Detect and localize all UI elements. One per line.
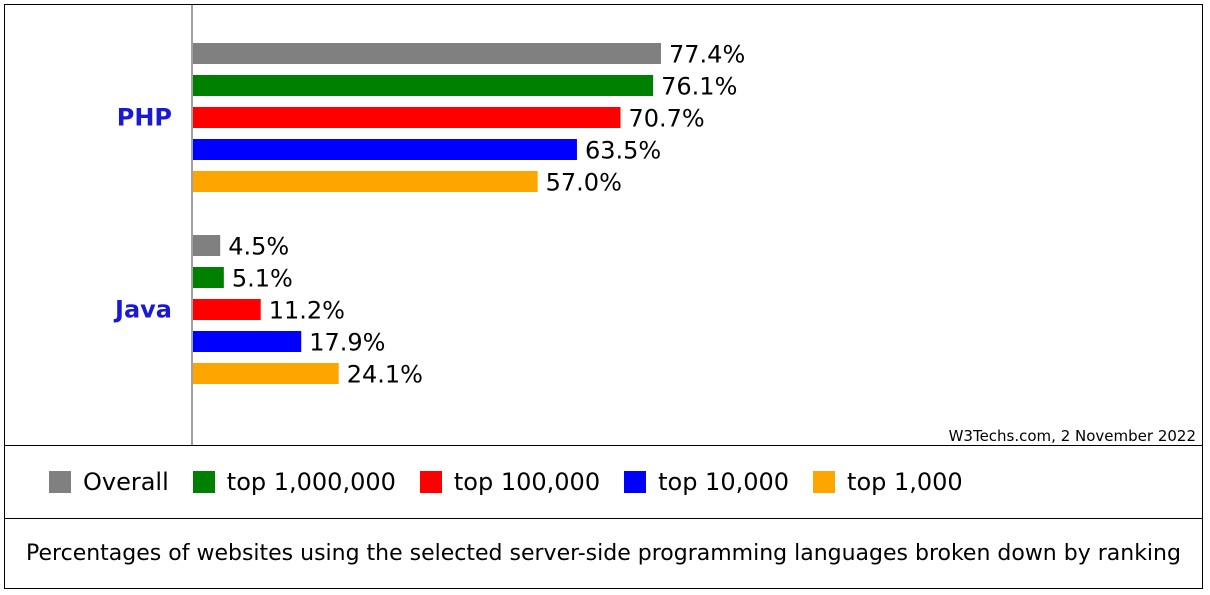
bar-java-1	[193, 267, 224, 288]
chart-frame: PHP 77.4% 76.1% 70.7% 63.5% 57.0% Java 4.5% 5.1%…	[4, 4, 1203, 589]
bar-java-2	[193, 299, 261, 320]
bar-php-3	[193, 139, 577, 160]
bar-chart: PHP 77.4% 76.1% 70.7% 63.5% 57.0% Java 4.5% 5.1%…	[113, 5, 745, 445]
source-note: W3Techs.com, 2 November 2022	[948, 427, 1196, 445]
legend-item-4: top 1,000	[813, 468, 963, 496]
legend-label: top 1,000,000	[226, 468, 396, 496]
data-label-java-3: 17.9%	[309, 329, 385, 357]
legend-item-2: top 100,000	[419, 468, 601, 496]
category-label-php: PHP	[117, 104, 172, 132]
legend-swatch	[419, 471, 442, 493]
data-label-php-0: 77.4%	[669, 41, 745, 69]
bar-java-4	[193, 363, 339, 384]
data-label-java-2: 11.2%	[269, 297, 345, 325]
bar-java-0	[193, 235, 221, 256]
legend-item-3: top 10,000	[624, 468, 789, 496]
legend-label: top 10,000	[658, 468, 790, 496]
data-label-php-3: 63.5%	[585, 137, 661, 165]
legend-label: top 1,000	[847, 468, 963, 496]
data-label-java-1: 5.1%	[232, 265, 293, 293]
category-label-java: Java	[113, 296, 172, 324]
data-label-php-4: 57.0%	[546, 169, 622, 197]
plot-area: PHP 77.4% 76.1% 70.7% 63.5% 57.0% Java 4.5% 5.1%…	[5, 5, 1202, 445]
data-label-java-4: 24.1%	[347, 361, 423, 389]
legend-swatch	[192, 471, 215, 493]
bar-java-3	[193, 331, 302, 352]
data-label-java-0: 4.5%	[228, 233, 289, 261]
legend-swatch	[624, 471, 647, 493]
chart-caption: Percentages of websites using the select…	[26, 541, 1181, 566]
legend-label: Overall	[83, 468, 169, 496]
legend-swatch	[813, 471, 836, 493]
data-label-php-1: 76.1%	[661, 73, 737, 101]
bar-php-0	[193, 43, 661, 64]
legend-item-1: top 1,000,000	[192, 468, 396, 496]
legend-label: top 100,000	[453, 468, 601, 496]
legend: Overall top 1,000,000 top 100,000 top 10,00…	[5, 445, 1202, 519]
bar-php-1	[193, 75, 654, 96]
legend-item-0: Overall	[49, 468, 169, 496]
bar-php-4	[193, 171, 538, 192]
legend-swatch	[49, 471, 71, 493]
data-label-php-2: 70.7%	[628, 105, 704, 133]
bar-php-2	[193, 107, 621, 128]
